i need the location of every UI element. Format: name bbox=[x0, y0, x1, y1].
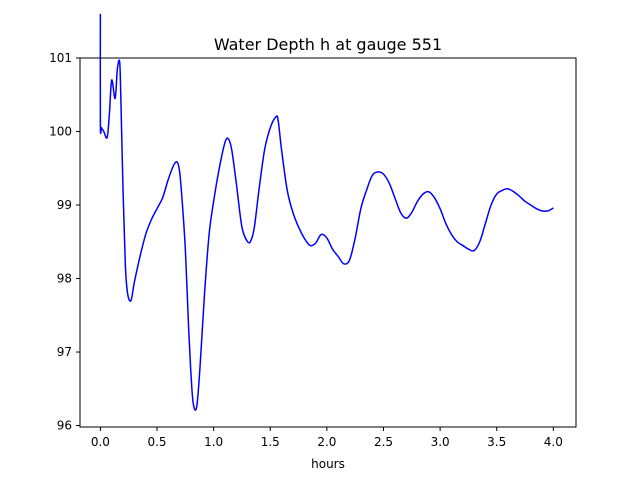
x-tick-label: 2.0 bbox=[317, 435, 336, 449]
x-tick-label: 1.0 bbox=[204, 435, 223, 449]
x-tick-label: 4.0 bbox=[544, 435, 563, 449]
x-tick-label: 3.5 bbox=[487, 435, 506, 449]
x-tick-label: 1.5 bbox=[261, 435, 280, 449]
y-tick-label: 100 bbox=[49, 125, 72, 139]
y-tick-label: 98 bbox=[57, 272, 72, 286]
x-tick-label: 2.5 bbox=[374, 435, 393, 449]
x-tick-label: 0.0 bbox=[91, 435, 110, 449]
x-tick-label: 0.5 bbox=[147, 435, 166, 449]
plot-area bbox=[99, 13, 554, 411]
y-tick-label: 96 bbox=[57, 419, 72, 433]
series-line bbox=[99, 13, 554, 411]
y-tick-label: 99 bbox=[57, 198, 72, 212]
x-tick-label: 3.0 bbox=[431, 435, 450, 449]
y-axis-ticks: 96 97 98 99 100 101 bbox=[49, 51, 80, 433]
axes-frame bbox=[79, 57, 577, 428]
x-axis-label: hours bbox=[311, 457, 345, 471]
chart-title: Water Depth h at gauge 551 bbox=[214, 35, 442, 54]
y-tick-label: 101 bbox=[49, 51, 72, 65]
x-axis-ticks: 0.0 0.5 1.0 1.5 2.0 2.5 3.0 3.5 4.0 bbox=[91, 427, 563, 449]
y-tick-label: 97 bbox=[57, 345, 72, 359]
